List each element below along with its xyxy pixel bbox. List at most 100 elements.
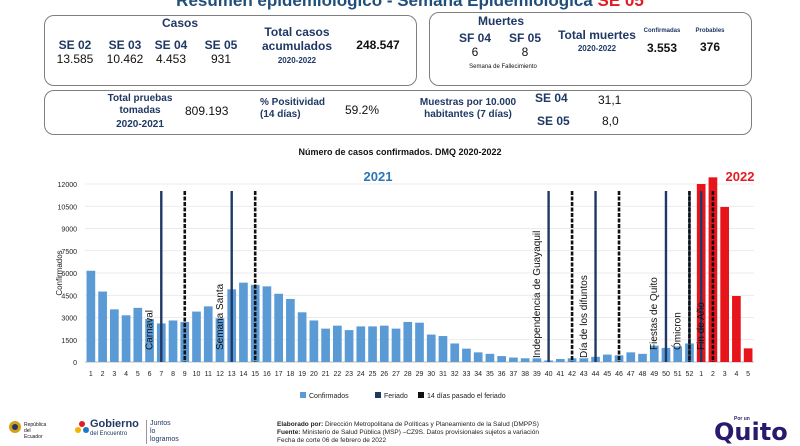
chart-title: Número de casos confirmados. DMQ 2020-20… [298,147,501,157]
gobierno-logo: Gobierno del Encuentro Juntos lo logramo… [74,418,184,445]
annotation-label: Semana Santa [215,283,226,350]
footer-credits: Elaborado por: Dirección Metropolitana d… [277,421,577,443]
pruebas-label: Total pruebas tomadas [107,93,173,116]
x-tick-label: 2 [711,371,715,378]
casos-total-value: 248.547 [356,38,400,52]
bar-week-4 [121,315,131,362]
x-tick-label: 15 [251,371,259,378]
bar-week-27 [391,328,401,362]
bar-week-11 [203,306,213,362]
confirmadas-value: 3.553 [646,41,678,55]
footer-fuente-label: Fuente: [277,429,301,436]
page-title-week: SE 05 [597,0,644,10]
bar-week-29 [415,322,424,362]
ecuador-logo-text: República del Ecuador [24,422,47,440]
y-tick-label: 10500 [58,204,78,211]
x-tick-label: 1 [89,371,93,378]
x-tick-label: 14 [240,371,248,378]
annotation-label: Ómicron [671,312,684,350]
x-tick-label: 49 [650,371,658,378]
muestras-week-2-value: 8,0 [602,114,619,128]
bar-week-48 [638,353,647,362]
bar-week-43 [579,358,589,362]
muertes-total-period: 2020-2022 [577,44,617,53]
x-tick-label: 22 [333,371,341,378]
quito-logo-text: Quito [714,418,788,446]
x-tick-label: 45 [603,371,611,378]
x-tick-label: 1 [699,371,703,378]
bar-week-42 [567,358,577,362]
positividad-label: % Positividad (14 días) [260,97,326,120]
casos-box [44,15,417,86]
bar-week-1 [86,270,96,362]
muertes-box [429,12,752,86]
legend-label-feriado: Feriado [384,393,408,400]
bar-week-8 [168,320,178,362]
bar-week-28 [403,321,413,362]
positividad-value: 59.2% [345,103,380,117]
casos-week-3-label: SE 04 [154,38,188,52]
casos-total-period: 2020-2022 [277,56,317,65]
x-tick-label: 43 [580,371,588,378]
page-title-text: Resumen epidemiológico - Semana Epidemio… [176,0,593,10]
bar-week-41 [555,359,565,362]
x-tick-label: 9 [183,371,187,378]
quito-logo: Por un Quito [712,416,800,445]
x-tick-label: 29 [416,371,424,378]
gobierno-logo-line1: Gobierno [90,418,139,430]
x-tick-label: 23 [345,371,353,378]
bar-week-55 [720,206,730,362]
x-tick-label: 24 [357,371,365,378]
x-tick-label: 34 [474,371,482,378]
x-tick-label: 52 [686,371,694,378]
bar-week-2 [98,291,107,362]
casos-week-4-label: SE 05 [204,38,238,52]
x-tick-label: 13 [228,371,236,378]
casos-week-2-value: 10.462 [106,52,144,66]
pruebas-box [44,90,752,135]
juntos-line2: lo logramos [150,428,179,443]
x-tick-label: 32 [451,371,459,378]
y-tick-label: 6000 [61,271,77,278]
bar-week-33 [462,348,471,362]
x-tick-label: 10 [193,371,201,378]
quito-logo-small: Por un [734,416,750,422]
x-tick-label: 48 [639,371,647,378]
legend-label-post-feriado: 14 días pasado el feriado [427,393,506,400]
bar-week-25 [368,326,377,362]
annotation-label: Fiestas de Quito [649,277,660,350]
year-label-2022: 2022 [726,169,755,184]
bar-week-24 [356,326,366,362]
bar-week-49 [649,345,659,362]
x-tick-label: 33 [463,371,471,378]
annotation-label: Independencia de Guayaquil [532,231,543,358]
bar-week-10 [192,311,201,362]
y-tick-label: 9000 [61,227,77,234]
muertes-total-label: Total muertes [558,28,636,42]
x-tick-label: 50 [662,371,670,378]
footer-elaborado-label: Elaborado por: [277,421,324,428]
x-tick-label: 30 [427,371,435,378]
muestras-week-2-label: SE 05 [537,114,570,128]
footer-elaborado: Elaborado por: Dirección Metropolitana d… [277,421,577,429]
muertes-week-2-value: 8 [521,45,529,59]
legend-swatch-feriado [375,392,381,398]
legend-swatch-post-feriado [418,392,424,398]
muertes-label: Muertes [477,14,524,28]
gobierno-flower-icon [75,421,89,433]
bar-week-14 [239,282,248,362]
x-tick-label: 46 [615,371,623,378]
x-tick-label: 27 [392,371,400,378]
bar-week-35 [485,353,495,362]
ecuador-logo: República del Ecuador [0,420,46,446]
annotation-label: Fin de Año [696,302,707,350]
year-label-2021: 2021 [364,169,393,184]
juntos-line1: Juntos [150,420,171,427]
page-title: Resumen epidemiológico - Semana Epidemio… [150,0,670,11]
bar-week-18 [286,298,295,362]
y-tick-label: 4500 [61,293,77,300]
coat-of-arms-icon [9,421,21,433]
casos-total-label: Total casos acumulados [261,25,333,53]
bar-week-57 [743,348,753,362]
